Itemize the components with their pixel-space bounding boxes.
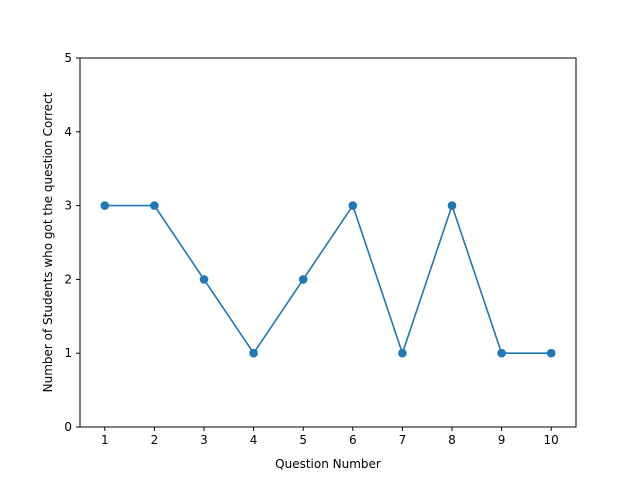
y-tick-label: 4 [64, 125, 72, 139]
y-axis-label: Number of Students who got the question … [41, 92, 55, 392]
y-tick-label: 2 [64, 272, 72, 286]
y-tick-label: 1 [64, 346, 72, 360]
x-tick-label: 6 [349, 433, 357, 447]
axes-frame [79, 57, 577, 428]
data-point [298, 275, 308, 284]
y-tick-label: 0 [64, 420, 72, 434]
data-point [249, 348, 258, 358]
data-point [348, 201, 358, 210]
x-axis-ticks: 1 2 3 4 5 6 7 8 9 10 [101, 427, 559, 447]
data-point [100, 201, 110, 210]
y-axis-ticks: 0 1 2 3 4 5 [64, 51, 80, 434]
x-tick-label: 5 [299, 433, 307, 447]
data-point [447, 201, 457, 210]
series-line [104, 204, 552, 355]
x-tick-label: 9 [498, 433, 506, 447]
series-layer [100, 201, 556, 358]
x-tick-label: 10 [544, 433, 559, 447]
data-point [398, 348, 407, 358]
data-point [199, 275, 209, 284]
y-tick-label: 3 [64, 199, 72, 213]
x-axis-label: Question Number [275, 457, 381, 471]
x-tick-label: 7 [399, 433, 407, 447]
x-tick-label: 1 [101, 433, 109, 447]
x-tick-label: 4 [250, 433, 258, 447]
data-point [497, 348, 506, 358]
x-tick-label: 3 [200, 433, 208, 447]
x-tick-label: 2 [151, 433, 159, 447]
data-point [150, 201, 159, 210]
y-tick-label: 5 [64, 51, 72, 65]
x-tick-label: 8 [448, 433, 456, 447]
data-point [546, 348, 556, 358]
